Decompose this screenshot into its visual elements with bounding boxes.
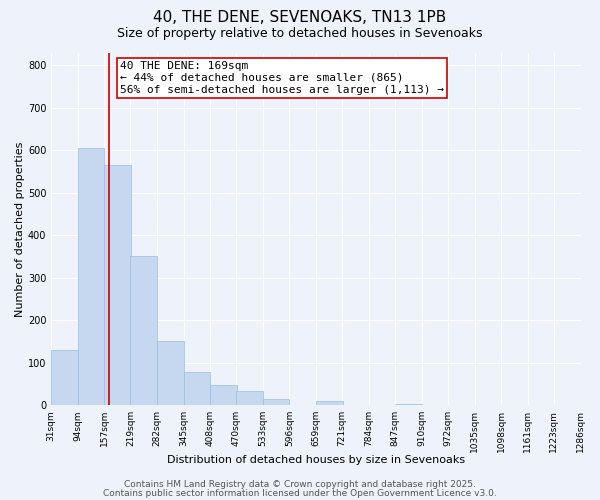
Bar xyxy=(78,148,104,405)
Y-axis label: Number of detached properties: Number of detached properties xyxy=(15,141,25,316)
Bar xyxy=(184,372,210,405)
Bar xyxy=(263,399,289,405)
Text: Contains public sector information licensed under the Open Government Licence v3: Contains public sector information licen… xyxy=(103,488,497,498)
Text: Contains HM Land Registry data © Crown copyright and database right 2025.: Contains HM Land Registry data © Crown c… xyxy=(124,480,476,489)
Bar xyxy=(210,385,237,405)
Text: 40, THE DENE, SEVENOAKS, TN13 1PB: 40, THE DENE, SEVENOAKS, TN13 1PB xyxy=(154,10,446,25)
Text: Size of property relative to detached houses in Sevenoaks: Size of property relative to detached ho… xyxy=(117,28,483,40)
Bar xyxy=(316,401,343,405)
X-axis label: Distribution of detached houses by size in Sevenoaks: Distribution of detached houses by size … xyxy=(167,455,465,465)
Bar xyxy=(395,404,422,405)
Bar xyxy=(51,350,78,405)
Bar xyxy=(236,391,263,405)
Bar xyxy=(157,342,184,405)
Bar xyxy=(130,256,157,405)
Text: 40 THE DENE: 169sqm
← 44% of detached houses are smaller (865)
56% of semi-detac: 40 THE DENE: 169sqm ← 44% of detached ho… xyxy=(120,62,444,94)
Bar xyxy=(104,165,131,405)
